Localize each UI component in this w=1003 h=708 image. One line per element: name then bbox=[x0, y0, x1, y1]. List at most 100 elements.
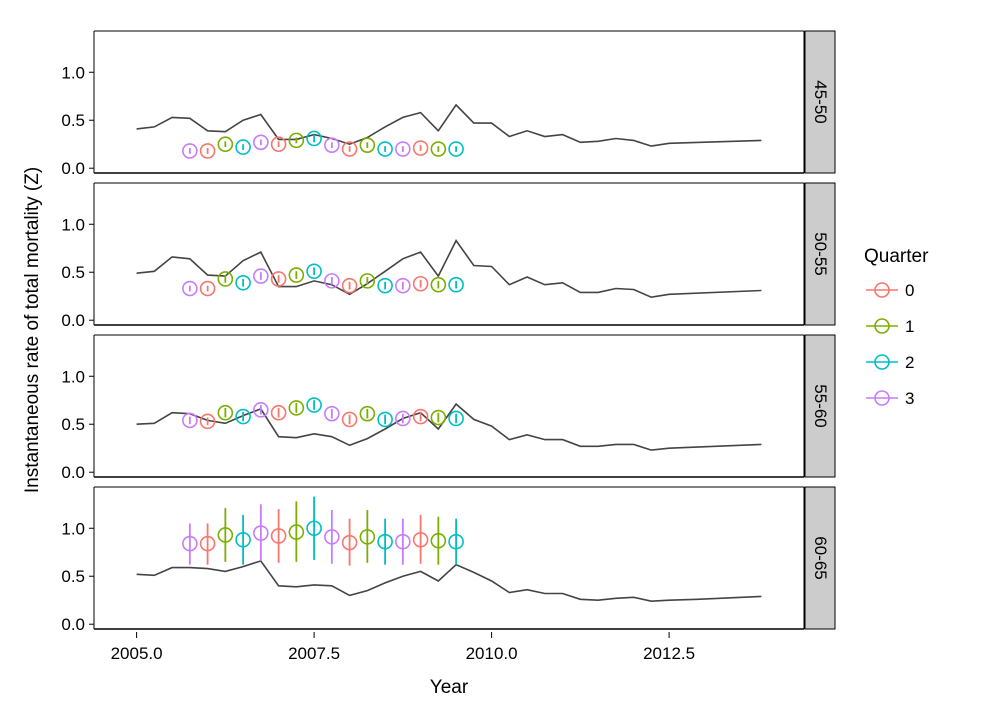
strip-label: 45-50 bbox=[811, 80, 830, 123]
strip-background bbox=[804, 30, 836, 174]
point-marker bbox=[359, 137, 376, 153]
series-line bbox=[136, 402, 762, 451]
point-marker bbox=[306, 520, 322, 537]
panel-55-60: 0.0 0.5 1.0 55-60 bbox=[61, 334, 836, 482]
point-marker bbox=[412, 531, 429, 548]
point-marker bbox=[341, 141, 358, 157]
data-point-q0 bbox=[199, 523, 216, 565]
point-marker bbox=[253, 134, 269, 151]
data-point-q1 bbox=[288, 501, 305, 562]
data-point-q2 bbox=[306, 130, 322, 147]
point-marker bbox=[377, 141, 393, 157]
data-point-q0 bbox=[341, 277, 358, 294]
x-tick-label: 2010.0 bbox=[466, 644, 518, 663]
data-point-q2 bbox=[306, 263, 322, 280]
legend-key-marker bbox=[874, 318, 890, 334]
point-marker bbox=[395, 533, 411, 550]
data-point-q0 bbox=[199, 280, 216, 297]
point-marker bbox=[359, 405, 376, 422]
series-line bbox=[136, 559, 762, 603]
data-point-q1 bbox=[359, 137, 376, 153]
point-marker bbox=[288, 400, 305, 416]
legend-entry-2: 2 bbox=[866, 353, 914, 372]
data-point-q2 bbox=[235, 408, 251, 425]
data-point-q0 bbox=[270, 136, 287, 153]
point-marker bbox=[395, 141, 411, 157]
strip-background bbox=[804, 182, 836, 326]
point-marker bbox=[182, 412, 198, 429]
data-point-q1 bbox=[359, 273, 376, 289]
strip-label: 60-65 bbox=[811, 536, 830, 579]
point-marker bbox=[430, 276, 447, 293]
point-marker bbox=[359, 273, 376, 289]
point-marker bbox=[253, 525, 269, 541]
point-marker bbox=[412, 275, 429, 292]
point-marker bbox=[199, 535, 216, 552]
point-marker bbox=[235, 408, 251, 425]
point-marker bbox=[448, 141, 464, 157]
point-marker bbox=[270, 136, 287, 153]
data-point-q3 bbox=[395, 277, 411, 294]
legend-label: 3 bbox=[905, 389, 914, 408]
y-tick-label: 0.0 bbox=[61, 463, 85, 482]
point-marker bbox=[253, 402, 269, 418]
data-point-q0 bbox=[412, 514, 429, 564]
point-marker bbox=[341, 277, 358, 294]
point-marker bbox=[324, 137, 340, 153]
data-point-q2 bbox=[306, 397, 322, 413]
point-marker bbox=[217, 271, 234, 287]
point-marker bbox=[359, 529, 376, 545]
point-marker bbox=[182, 280, 198, 297]
y-tick-label: 0.5 bbox=[61, 111, 85, 130]
point-marker bbox=[235, 531, 251, 548]
data-point-q3 bbox=[182, 280, 198, 297]
point-marker bbox=[199, 413, 216, 430]
legend-entry-1: 1 bbox=[866, 317, 914, 336]
data-point-q0 bbox=[199, 413, 216, 430]
data-point-q1 bbox=[430, 276, 447, 293]
data-point-q1 bbox=[359, 510, 376, 563]
point-marker bbox=[395, 277, 411, 294]
data-point-q3 bbox=[253, 504, 269, 561]
point-marker bbox=[448, 410, 464, 427]
data-point-q0 bbox=[341, 411, 358, 428]
data-point-q3 bbox=[253, 134, 269, 151]
legend-key-marker bbox=[874, 354, 890, 370]
legend-entry-0: 0 bbox=[866, 281, 914, 300]
panel-background bbox=[94, 487, 804, 629]
series-line bbox=[136, 103, 762, 147]
strip-label: 50-55 bbox=[811, 232, 830, 275]
y-tick-label: 0.0 bbox=[61, 159, 85, 178]
data-point-q3 bbox=[324, 137, 340, 153]
data-point-q2 bbox=[377, 277, 393, 294]
panels-layer: 0.0 0.5 1.0 45-50 0.0 0.5 1.0 50-55 0.0 0.5 1.0 55-… bbox=[61, 30, 836, 634]
point-marker bbox=[182, 535, 198, 552]
data-point-q1 bbox=[217, 508, 234, 562]
data-point-q1 bbox=[217, 404, 234, 421]
point-marker bbox=[306, 263, 322, 280]
point-marker bbox=[270, 404, 287, 421]
y-tick-label: 0.0 bbox=[61, 311, 85, 330]
strip-label: 55-60 bbox=[811, 384, 830, 427]
x-tick-label: 2005.0 bbox=[111, 644, 163, 663]
point-marker bbox=[199, 280, 216, 297]
legend-key-marker bbox=[874, 390, 890, 406]
y-tick-label: 0.0 bbox=[61, 615, 85, 634]
point-marker bbox=[412, 408, 429, 425]
point-marker bbox=[306, 397, 322, 413]
strip-background bbox=[804, 334, 836, 478]
data-point-q1 bbox=[288, 267, 305, 283]
legend-title: Quarter bbox=[864, 246, 929, 267]
legend-entry-3: 3 bbox=[866, 389, 914, 408]
point-marker bbox=[288, 132, 305, 149]
x-axis-title: Year bbox=[430, 677, 469, 698]
data-point-q3 bbox=[253, 402, 269, 418]
data-point-q3 bbox=[253, 268, 269, 284]
point-marker bbox=[182, 143, 198, 159]
data-point-q0 bbox=[270, 271, 287, 287]
data-point-q1 bbox=[430, 516, 447, 565]
point-marker bbox=[217, 527, 234, 543]
data-point-q1 bbox=[430, 141, 447, 157]
point-marker bbox=[377, 411, 393, 428]
point-marker bbox=[235, 274, 251, 291]
